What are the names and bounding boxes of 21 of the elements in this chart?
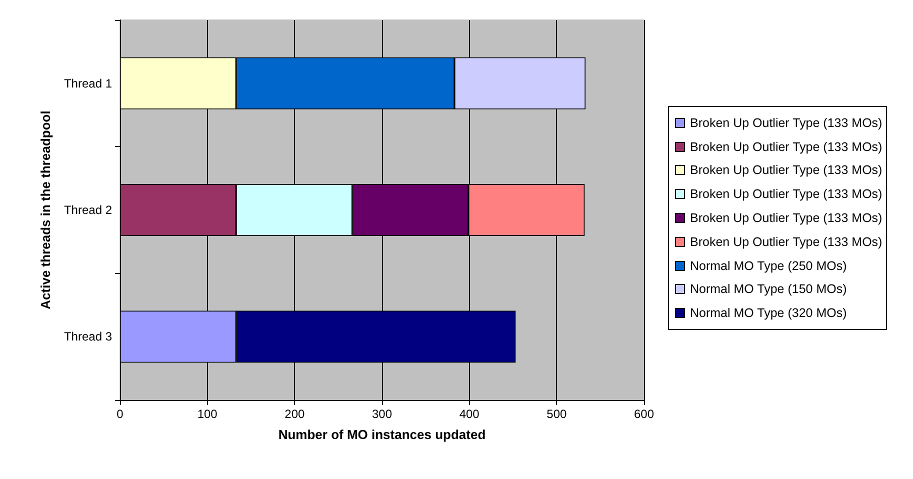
legend-label: Normal MO Type (150 MOs) [690,282,847,296]
x-tick-label: 600 [634,407,654,421]
x-tick-label: 100 [197,407,218,421]
legend-label: Broken Up Outlier Type (133 MOs) [690,234,882,249]
legend-label: Broken Up Outlier Type (133 MOs) [690,116,882,130]
y-axis-title: Active threads in the threadpool [38,110,53,310]
x-axis-title: Number of MO instances updated [278,427,486,442]
legend-label: Broken Up Outlier Type (133 MOs) [690,140,882,154]
x-tick-label: 200 [284,407,305,421]
y-tick-label: Thread 2 [64,203,112,217]
y-tick-label: Thread 3 [64,330,112,344]
x-tick-label: 300 [372,407,392,421]
x-tick-label: 400 [459,407,480,421]
legend-label: Normal MO Type (250 MOs) [690,258,847,273]
x-tick-label: 500 [546,407,567,421]
legend-label: Broken Up Outlier Type (133 MOs) [690,187,882,202]
legend-label: Broken Up Outlier Type (133 MOs) [690,211,882,226]
legend-label: Broken Up Outlier Type (133 MOs) [690,163,882,178]
legend-label: Normal MO Type (320 MOs) [690,306,847,320]
y-tick-label: Thread 1 [64,76,112,90]
x-tick-label: 0 [116,407,124,421]
